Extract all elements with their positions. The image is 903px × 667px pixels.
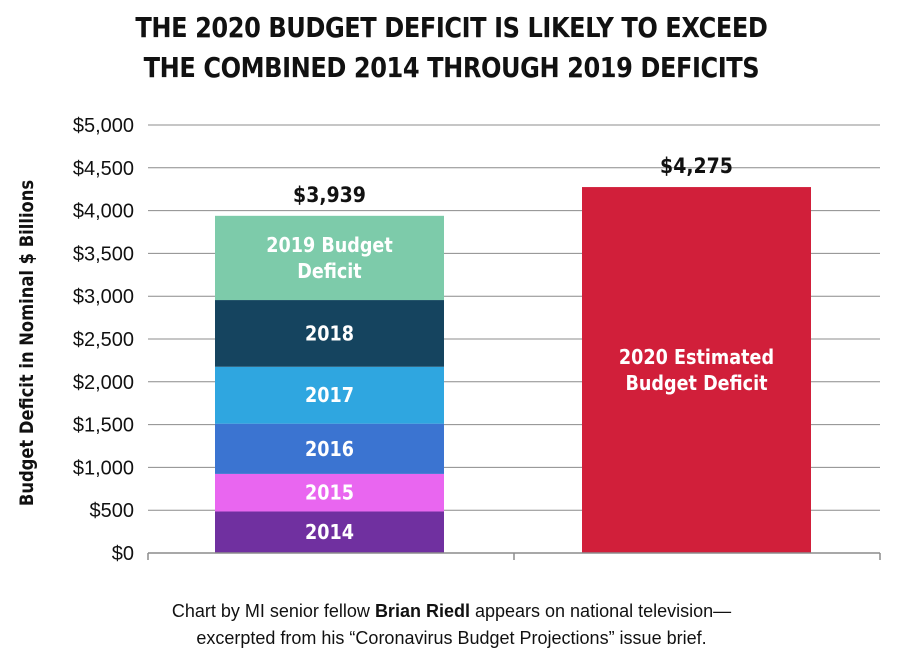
y-tick-label-9: $4,500 <box>73 158 134 180</box>
bar-0-segment-5 <box>215 215 444 301</box>
bar-0-segment-1 <box>215 473 444 512</box>
bar-0-segment-5-label-0: 2019 Budget <box>266 235 393 257</box>
y-tick-label-1: $500 <box>90 500 135 522</box>
bar-0-segment-2-label-0: 2016 <box>305 439 354 461</box>
chart-caption: Chart by MI senior fellow Brian Riedl ap… <box>0 598 903 652</box>
bar-0-total-label: $3,939 <box>293 182 366 207</box>
caption-line-1: Chart by MI senior fellow Brian Riedl ap… <box>0 598 903 625</box>
y-tick-label-3: $1,500 <box>73 415 134 437</box>
bar-0-segment-4-label-0: 2018 <box>305 323 354 345</box>
y-axis-label: Budget Deficit in Nominal $ Billions <box>17 180 38 506</box>
bar-0-segment-3-label-0: 2017 <box>305 385 354 407</box>
title-line-1: THE 2020 BUDGET DEFICIT IS LIKELY TO EXC… <box>135 11 768 44</box>
y-tick-label-6: $3,000 <box>73 286 134 308</box>
bar-1-segment-0-label-1: Budget Deficit <box>625 373 767 395</box>
bar-1-segment-0 <box>582 187 811 553</box>
bar-0-segment-1-label-0: 2015 <box>305 483 354 505</box>
bar-0-segment-4 <box>215 300 444 367</box>
y-tick-label-4: $2,000 <box>73 372 134 394</box>
title-line-2: THE COMBINED 2014 THROUGH 2019 DEFICITS <box>143 51 760 84</box>
y-tick-label-5: $2,500 <box>73 329 134 351</box>
bar-0-segment-0 <box>215 511 444 553</box>
y-tick-label-2: $1,000 <box>73 457 134 479</box>
bar-0-segment-5-label-1: Deficit <box>297 261 361 283</box>
y-tick-label-10: $5,000 <box>73 115 134 137</box>
bar-1-total-label: $4,275 <box>660 153 733 178</box>
y-tick-label-0: $0 <box>112 543 134 565</box>
bar-1-segment-0-label-0: 2020 Estimated <box>619 347 774 369</box>
y-tick-label-8: $4,000 <box>73 201 134 223</box>
caption-line-2: excerpted from his “Coronavirus Budget P… <box>196 628 707 648</box>
bar-0-segment-3 <box>215 366 444 424</box>
y-tick-label-7: $3,500 <box>73 243 134 265</box>
caption-line-1-end: appears on national television— <box>469 601 732 621</box>
bar-0-segment-2 <box>215 423 444 474</box>
chart-title: THE 2020 BUDGET DEFICIT IS LIKELY TO EXC… <box>63 8 840 88</box>
caption-line-1-start: Chart by MI senior fellow <box>171 601 375 621</box>
caption-author-name: Brian Riedl <box>374 601 470 621</box>
bar-0-segment-0-label-0: 2014 <box>305 522 354 544</box>
bar-chart: $0 $500 $1,000 $1,500 $2,000 $2,500 $3,000 $3,5… <box>17 115 881 565</box>
